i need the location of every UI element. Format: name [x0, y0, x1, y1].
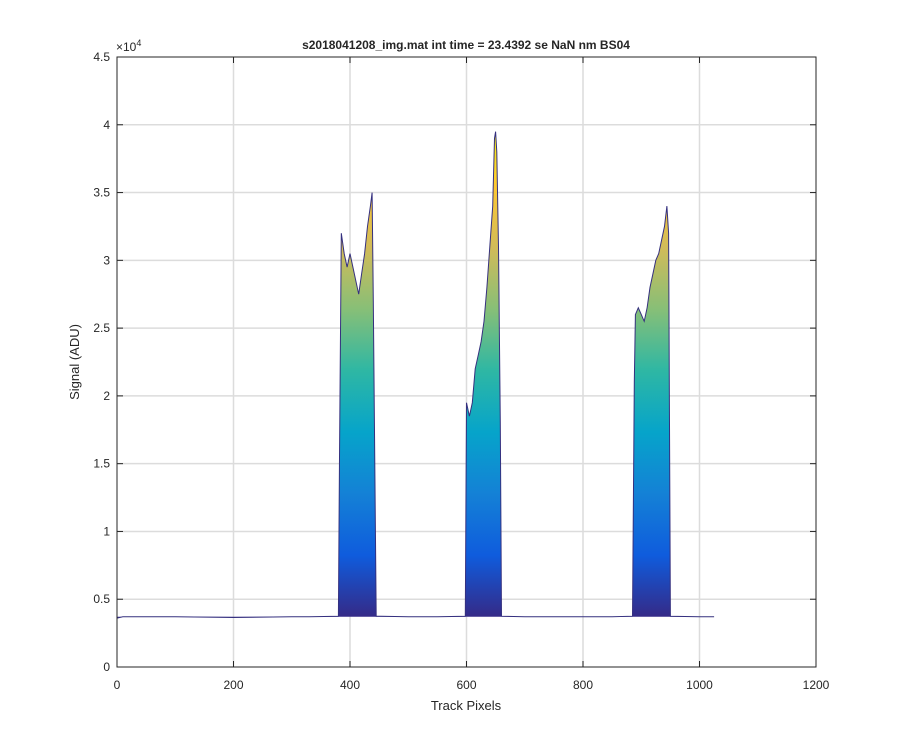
x-tick-label: 1200 — [803, 678, 830, 692]
chart-title: s2018041208_img.mat int time = 23.4392 s… — [302, 38, 630, 52]
x-tick-label: 0 — [114, 678, 121, 692]
x-axis: 0 200 400 600 800 1000 1200 — [114, 57, 830, 692]
y-tick-label: 0.5 — [93, 592, 110, 606]
y-tick-label: 1 — [103, 524, 110, 538]
y-tick-label: 4.5 — [93, 50, 110, 64]
y-tick-label: 0 — [103, 660, 110, 674]
x-tick-label: 600 — [456, 678, 476, 692]
x-tick-label: 1000 — [686, 678, 713, 692]
x-axis-label: Track Pixels — [431, 698, 502, 713]
y-tick-label: 2.5 — [93, 321, 110, 335]
y-tick-label: 3.5 — [93, 186, 110, 200]
y-axis-exponent-power: 4 — [136, 38, 141, 48]
signal-area — [117, 131, 715, 619]
y-tick-label: 3 — [103, 253, 110, 267]
y-axis-exponent: ×104 — [116, 38, 141, 54]
y-axis-label: Signal (ADU) — [67, 324, 82, 400]
series-layer — [116, 131, 715, 619]
x-tick-label: 200 — [223, 678, 243, 692]
y-tick-label: 2 — [103, 389, 110, 403]
y-tick-label: 1.5 — [93, 457, 110, 471]
x-tick-label: 800 — [573, 678, 593, 692]
signal-baseline-trace — [116, 131, 715, 619]
x-tick-label: 400 — [340, 678, 360, 692]
y-tick-label: 4 — [103, 118, 110, 132]
y-axis: 0 0.5 1 1.5 2 2.5 3 3.5 4 4.5 — [93, 50, 816, 674]
